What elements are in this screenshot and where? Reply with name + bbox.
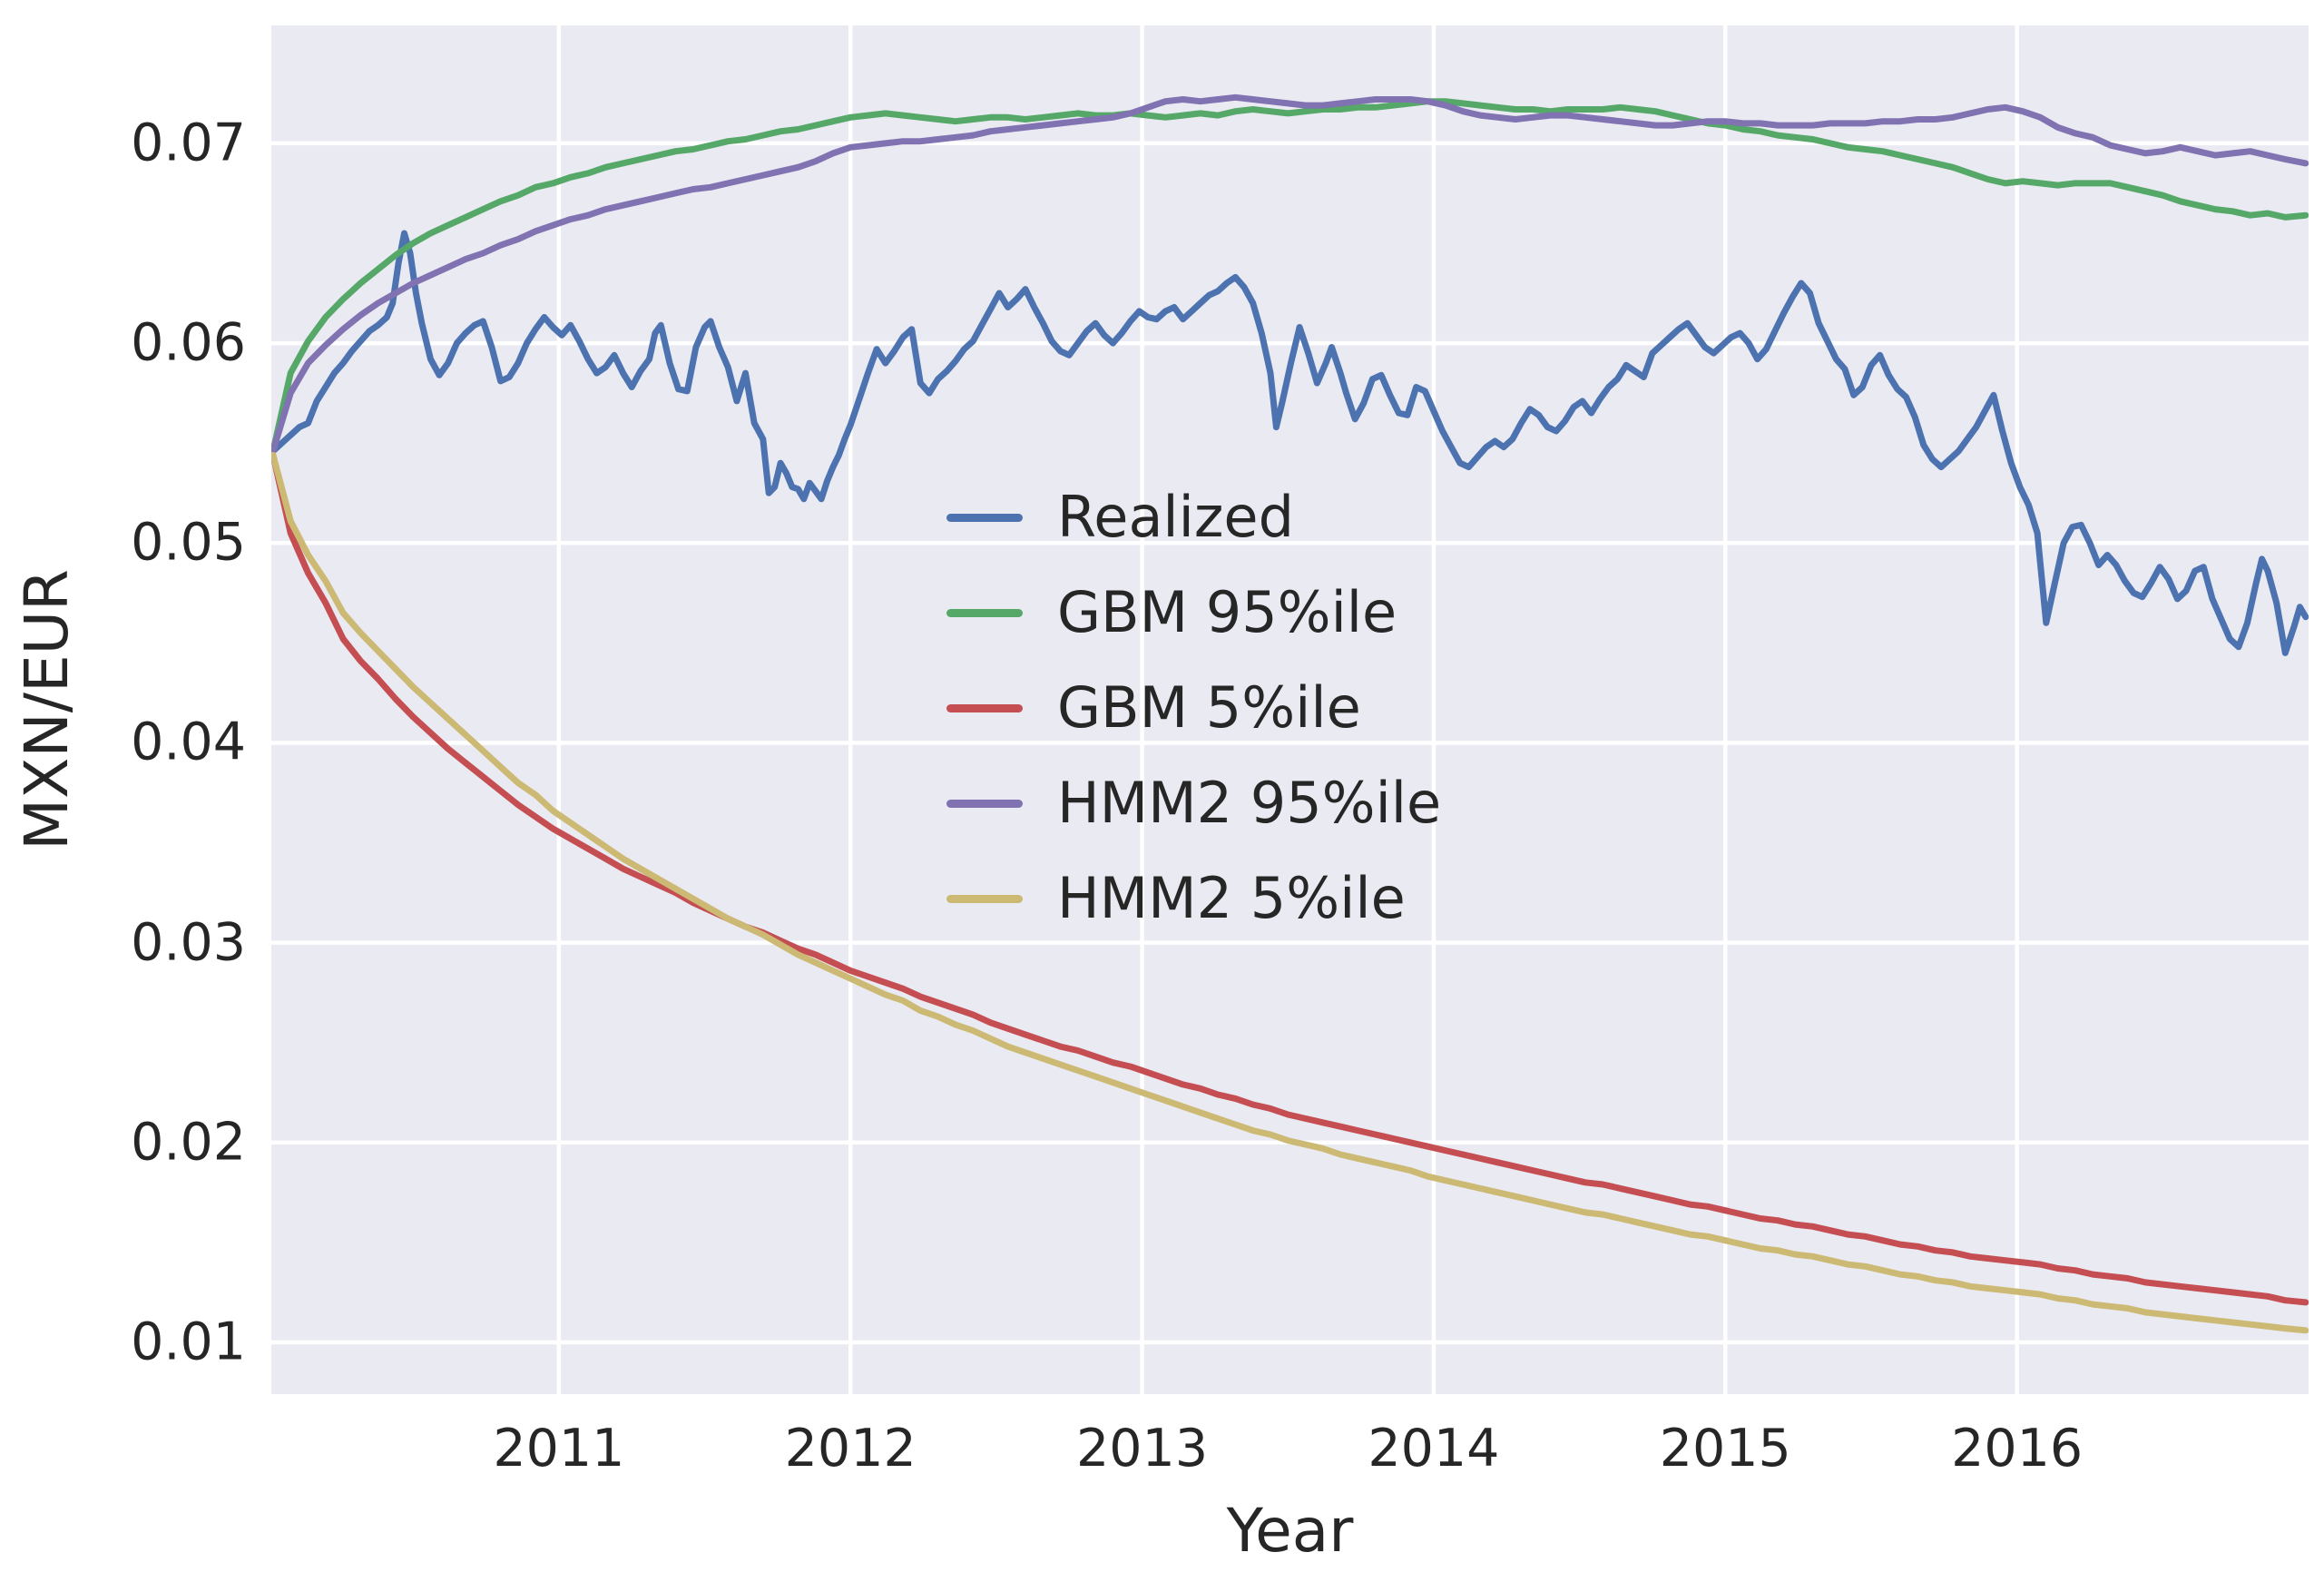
series-line-gbm-5-ile: [271, 451, 2309, 1306]
y-tick-label-0.01: 0.01: [131, 1312, 246, 1372]
x-tick-label-2012: 2012: [784, 1419, 917, 1479]
x-tick-label-2015: 2015: [1659, 1419, 1791, 1479]
series-line-hmm2-5-ile: [271, 451, 2309, 1334]
y-axis-label: MXN/EUR: [12, 569, 82, 850]
legend-swatch-line-icon: [946, 799, 1023, 808]
y-tick-label-0.06: 0.06: [131, 312, 246, 373]
plot-area: [271, 25, 2309, 1394]
y-tick-label-0.03: 0.03: [131, 912, 246, 973]
chart-canvas: [271, 25, 2309, 1394]
legend-label: Realized: [1057, 484, 1294, 550]
series-line-gbm-95-ile: [271, 98, 2309, 455]
x-tick-label-2016: 2016: [1951, 1419, 2084, 1479]
y-tick-label-0.04: 0.04: [131, 712, 246, 772]
legend-item-gbm-95-ile: GBM 95%ile: [946, 585, 1397, 641]
legend-label: GBM 5%ile: [1057, 674, 1361, 741]
x-axis-label: Year: [1226, 1496, 1354, 1566]
y-tick-label-0.05: 0.05: [131, 512, 246, 573]
legend-item-realized: Realized: [946, 489, 1294, 545]
legend-item-hmm2-95-ile: HMM2 95%ile: [946, 775, 1441, 831]
series-lines: [271, 93, 2309, 1334]
legend-label: HMM2 95%ile: [1057, 770, 1442, 836]
legend-swatch-line-icon: [946, 703, 1023, 712]
series-line-realized: [271, 230, 2309, 656]
x-tick-label-2013: 2013: [1076, 1419, 1209, 1479]
legend-swatch-line-icon: [946, 894, 1023, 903]
x-tick-label-2014: 2014: [1368, 1419, 1500, 1479]
legend-item-hmm2-5-ile: HMM2 5%ile: [946, 870, 1406, 927]
legend-swatch-line-icon: [946, 608, 1023, 617]
legend-item-gbm-5-ile: GBM 5%ile: [946, 680, 1361, 736]
y-tick-label-0.02: 0.02: [131, 1112, 246, 1173]
legend-label: HMM2 5%ile: [1057, 865, 1406, 931]
series-line-hmm2-95-ile: [271, 93, 2309, 455]
y-tick-label-0.07: 0.07: [131, 113, 246, 173]
legend-swatch-line-icon: [946, 513, 1023, 522]
legend-label: GBM 95%ile: [1057, 579, 1397, 645]
x-tick-label-2011: 2011: [493, 1419, 625, 1479]
